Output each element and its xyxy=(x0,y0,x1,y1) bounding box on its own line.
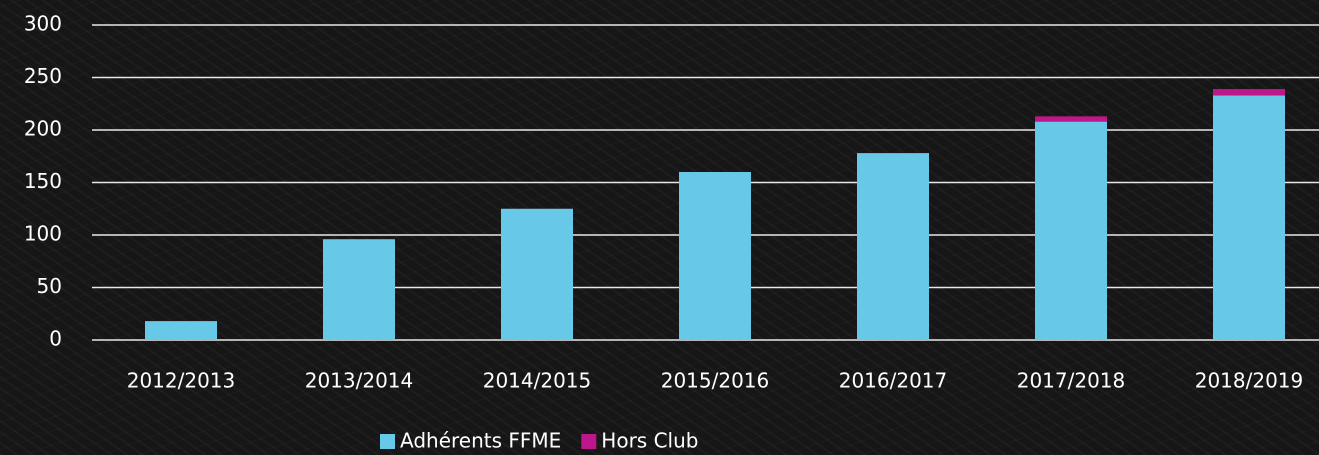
x-tick-label: 2013/2014 xyxy=(305,369,414,393)
y-tick-label: 200 xyxy=(24,117,62,141)
y-tick-label: 150 xyxy=(24,169,62,193)
bar-segment xyxy=(1213,89,1285,96)
bar-segment xyxy=(1035,121,1107,340)
y-tick-label: 50 xyxy=(37,274,62,298)
x-tick-label: 2014/2015 xyxy=(483,369,592,393)
legend-swatch xyxy=(380,434,395,449)
y-tick-label: 250 xyxy=(24,64,62,88)
x-tick-label: 2015/2016 xyxy=(661,369,770,393)
bar-segment xyxy=(679,172,751,340)
bar-segment xyxy=(1035,116,1107,122)
y-tick-label: 100 xyxy=(24,222,62,246)
legend-label: Hors Club xyxy=(601,429,698,453)
bar-segment xyxy=(145,321,217,340)
legend-swatch xyxy=(581,434,597,449)
bar-segment xyxy=(501,208,573,340)
bar-segment xyxy=(323,239,395,340)
y-tick-label: 300 xyxy=(24,12,62,36)
x-tick-label: 2012/2013 xyxy=(127,369,236,393)
bar-segment xyxy=(857,153,929,340)
y-tick-label: 0 xyxy=(49,327,62,351)
x-tick-label: 2017/2018 xyxy=(1017,369,1126,393)
bar-segment xyxy=(1213,95,1285,340)
legend-label: Adhérents FFME xyxy=(400,429,561,453)
x-tick-label: 2016/2017 xyxy=(839,369,948,393)
x-tick-label: 2018/2019 xyxy=(1195,369,1304,393)
